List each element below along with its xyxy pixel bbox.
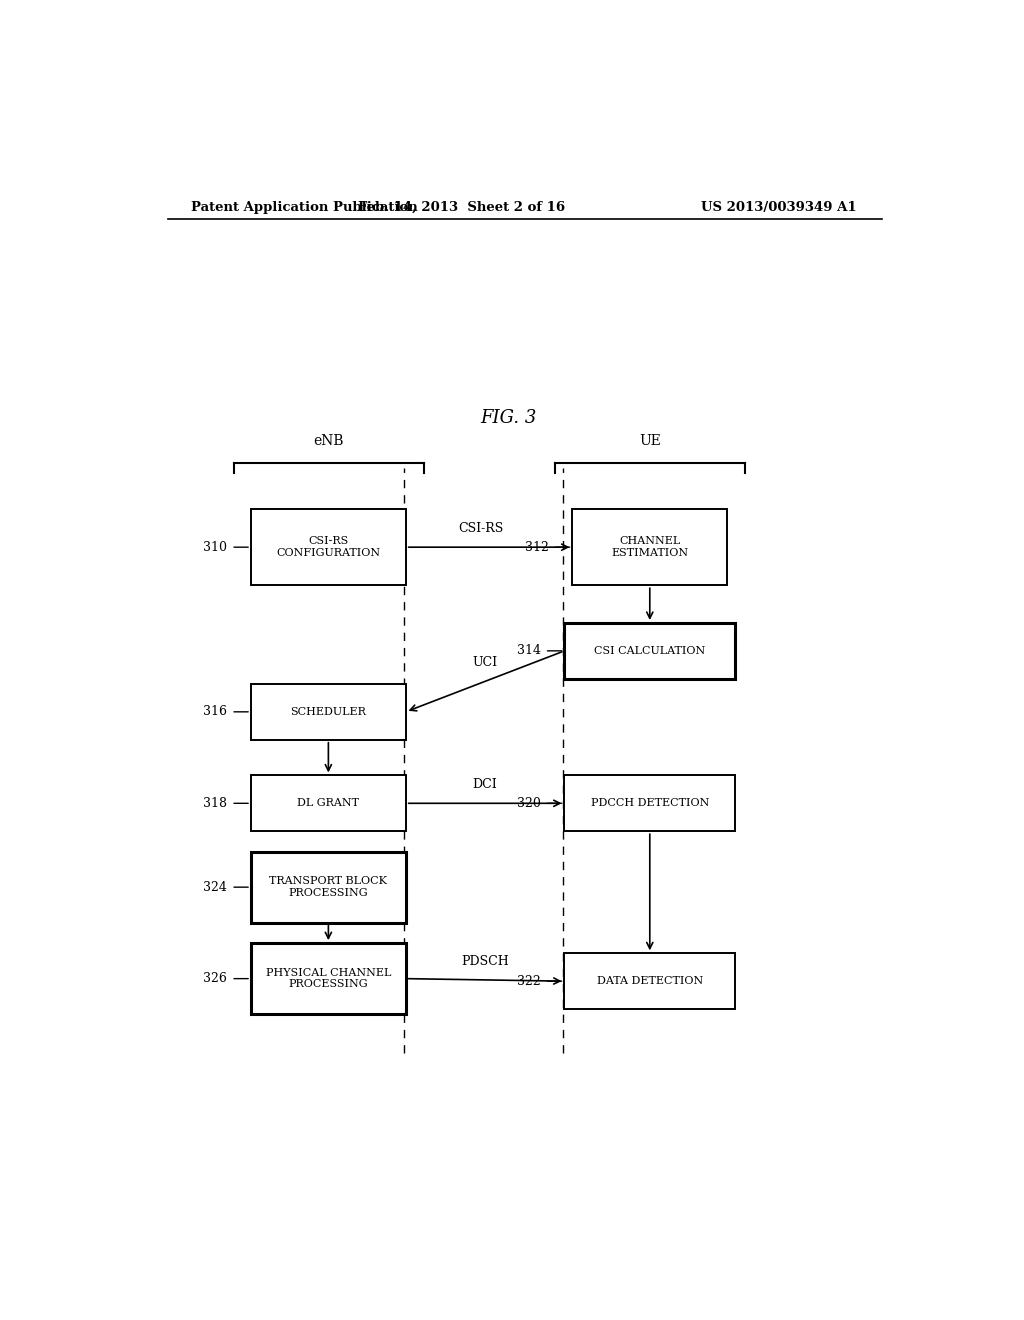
Text: 322: 322 [517,974,541,987]
FancyBboxPatch shape [564,953,735,1008]
Text: 318: 318 [203,797,227,809]
Text: FIG. 3: FIG. 3 [480,409,538,426]
FancyBboxPatch shape [572,510,727,585]
FancyBboxPatch shape [251,942,406,1014]
Text: 310: 310 [203,541,227,553]
FancyBboxPatch shape [251,684,406,739]
Text: PDCCH DETECTION: PDCCH DETECTION [591,799,709,808]
Text: 326: 326 [204,972,227,985]
FancyBboxPatch shape [251,851,406,923]
Text: PHYSICAL CHANNEL
PROCESSING: PHYSICAL CHANNEL PROCESSING [265,968,391,990]
Text: 314: 314 [517,644,541,657]
Text: UCI: UCI [472,656,498,669]
Text: US 2013/0039349 A1: US 2013/0039349 A1 [701,201,856,214]
Text: 316: 316 [203,705,227,718]
Text: eNB: eNB [313,434,344,447]
Text: CSI CALCULATION: CSI CALCULATION [594,645,706,656]
Text: PDSCH: PDSCH [461,954,509,968]
Text: 324: 324 [204,880,227,894]
Text: Feb. 14, 2013  Sheet 2 of 16: Feb. 14, 2013 Sheet 2 of 16 [357,201,565,214]
FancyBboxPatch shape [251,510,406,585]
Text: 312: 312 [524,541,549,553]
Text: CSI-RS
CONFIGURATION: CSI-RS CONFIGURATION [276,536,381,558]
Text: CHANNEL
ESTIMATION: CHANNEL ESTIMATION [611,536,688,558]
FancyBboxPatch shape [251,775,406,832]
Text: SCHEDULER: SCHEDULER [291,706,367,717]
Text: Patent Application Publication: Patent Application Publication [191,201,418,214]
FancyBboxPatch shape [564,623,735,678]
Text: DATA DETECTION: DATA DETECTION [597,977,702,986]
Text: DCI: DCI [473,777,498,791]
Text: 320: 320 [517,797,541,809]
Text: DL GRANT: DL GRANT [297,799,359,808]
Text: CSI-RS: CSI-RS [459,521,504,535]
Text: UE: UE [639,434,662,447]
FancyBboxPatch shape [564,775,735,832]
Text: TRANSPORT BLOCK
PROCESSING: TRANSPORT BLOCK PROCESSING [269,876,387,898]
